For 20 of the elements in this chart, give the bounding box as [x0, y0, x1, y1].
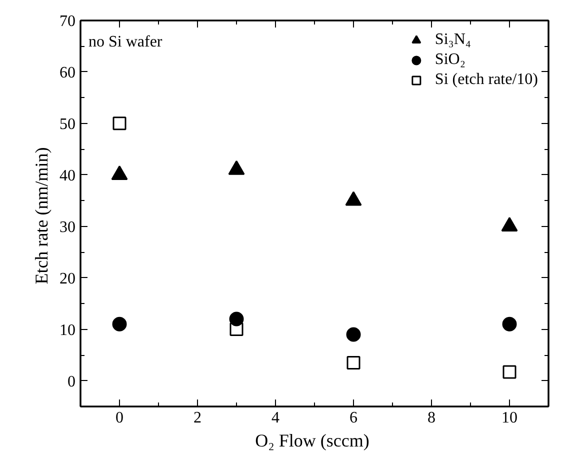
- y-tick-label: 40: [60, 167, 76, 184]
- x-tick-label: 10: [502, 410, 518, 426]
- y-tick-label: 30: [60, 218, 76, 236]
- x-tick-label: 4: [272, 410, 280, 426]
- y-tick-label: 10: [60, 322, 76, 339]
- x-tick-label: 6: [350, 410, 358, 426]
- legend-label: Si (etch rate/10): [434, 71, 538, 89]
- annotation: no Si wafer: [88, 34, 163, 50]
- x-axis-title: O₂ Flow (sccm): [255, 430, 370, 450]
- y-tick-label: 20: [60, 270, 76, 288]
- legend-label: Si₃N₄: [434, 31, 471, 49]
- y-tick-label: 0: [68, 373, 76, 390]
- x-tick-label: 2: [194, 410, 202, 426]
- legend-label: SiO₂: [434, 51, 466, 69]
- y-tick-label: 50: [60, 116, 76, 133]
- x-tick-label: 0: [116, 410, 124, 426]
- x-tick-label: 8: [428, 410, 436, 426]
- y-tick-label: 70: [60, 13, 76, 30]
- y-axis-title: Etch rate (nm/min): [32, 147, 52, 284]
- y-tick-label: 60: [60, 64, 76, 82]
